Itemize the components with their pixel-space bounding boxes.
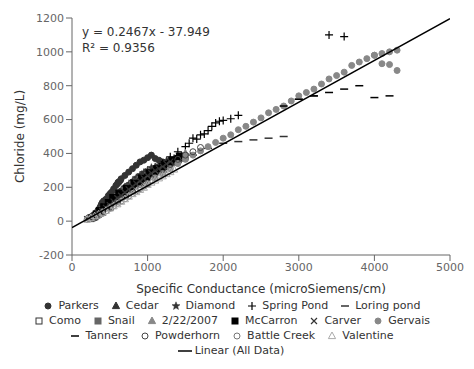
html-text:Cedar: Cedar — [125, 299, 159, 312]
html-text:Snail: Snail — [107, 314, 135, 327]
html-text:y = 0.2467x - 37.949: y = 0.2467x - 37.949 — [82, 25, 210, 39]
html-text:Spring Pond: Spring Pond — [262, 299, 329, 312]
svg-text:0: 0 — [69, 261, 76, 274]
svg-text:4000: 4000 — [360, 261, 388, 274]
svg-text:0: 0 — [57, 215, 64, 228]
svg-text:1200: 1200 — [36, 12, 64, 25]
svg-text:1000: 1000 — [134, 261, 162, 274]
html-text:Tanners: Tanners — [85, 329, 128, 342]
html-text:Como: Como — [49, 314, 81, 327]
html-text:Loring pond: Loring pond — [355, 299, 421, 312]
svg-text:2000: 2000 — [209, 261, 237, 274]
html-text:Diamond: Diamond — [185, 299, 236, 312]
html-text:Battle Creek: Battle Creek — [247, 329, 316, 342]
html-text:R² = 0.9356: R² = 0.9356 — [82, 41, 155, 55]
html-text:Carver: Carver — [324, 314, 362, 327]
svg-text:200: 200 — [43, 181, 64, 194]
html-text:Valentine: Valentine — [342, 329, 394, 342]
svg-text:3000: 3000 — [285, 261, 313, 274]
svg-text:400: 400 — [43, 147, 64, 160]
svg-text:1000: 1000 — [36, 46, 64, 59]
html-text:2/22/2007: 2/22/2007 — [161, 314, 219, 327]
svg-text:Specific Conductance (microSie: Specific Conductance (microSiemens/cm) — [136, 282, 386, 296]
svg-text:Chloride (mg/L): Chloride (mg/L) — [13, 90, 27, 183]
html-text:Parkers: Parkers — [58, 299, 99, 312]
html-text:Gervais: Gervais — [388, 314, 430, 327]
html-text:McCarron: McCarron — [245, 314, 298, 327]
html-text:Powderhorn: Powderhorn — [155, 329, 221, 342]
svg-text:5000: 5000 — [436, 261, 464, 274]
html-text:Linear (All Data): Linear (All Data) — [194, 344, 285, 357]
svg-text:800: 800 — [43, 80, 64, 93]
svg-text:-200: -200 — [39, 249, 64, 262]
svg-text:600: 600 — [43, 113, 64, 126]
